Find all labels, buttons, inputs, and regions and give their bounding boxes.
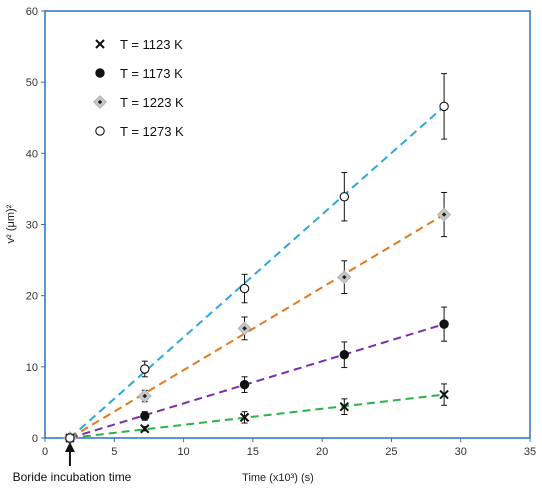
arrow-head [64,442,75,452]
legend-label: T = 1173 K [120,66,183,81]
x-tick-label: 35 [524,446,536,458]
legend-marker [95,39,105,49]
fit-line [69,323,445,439]
legend-marker [93,95,107,109]
data-point [239,379,250,390]
data-point [140,424,150,434]
fit-line [69,213,445,439]
cross-stroke [439,389,449,400]
y-tick-label: 0 [32,433,38,445]
y-tick-label: 10 [26,362,38,374]
x-tick-label: 30 [455,446,467,458]
cross-stroke [339,401,350,412]
data-point [137,389,152,403]
data-point [439,101,449,112]
legend-label: T = 1273 K [120,124,184,139]
data-point [239,283,250,294]
cross-stroke [239,412,250,423]
y-axis-title: v² (μm)² [5,204,17,243]
x-tick-label: 10 [177,446,189,458]
diamond-inner [97,99,103,105]
data-point [140,411,150,421]
x-tick-label: 15 [247,446,259,458]
legend-label: T = 1223 K [120,95,184,110]
data-markers-group [63,101,452,445]
data-point [437,207,452,222]
diamond-inner [242,326,247,331]
data-point [337,270,352,285]
data-point [339,191,350,202]
y-tick-label: 40 [26,148,38,160]
legend: T = 1123 K T = 1173 K T = 1223 K T = 1273 K [93,37,184,139]
legend-marker [95,126,105,136]
axis-ticks-group: 0 5 10 15 20 25 30 35 0 10 20 30 40 50 60 [26,6,536,458]
data-point [339,401,350,412]
legend-label: T = 1123 K [120,37,183,52]
data-point [439,389,449,400]
y-tick-label: 50 [26,77,38,89]
plot-frame [44,10,531,439]
x-tick-label: 20 [316,446,328,458]
incubation-annotation: Boride incubation time [13,470,132,484]
incubation-arrow-icon [64,442,75,466]
data-point [237,321,252,336]
diamond-inner [342,274,347,280]
x-tick-label: 0 [42,446,48,458]
legend-marker [95,68,105,78]
fit-line [69,393,445,439]
x-tick-label: 5 [111,446,117,458]
data-point [439,319,449,329]
y-tick-label: 20 [26,291,38,303]
data-point [140,364,150,374]
fit-line [69,105,445,439]
data-point [65,433,75,443]
y-tick-label: 60 [26,6,38,18]
data-point [239,412,250,423]
fit-lines-group [69,105,445,439]
x-axis-title: Time (x10³) (s) [242,472,314,484]
data-point [339,350,350,360]
y-tick-label: 30 [26,220,38,232]
cross-stroke [95,39,105,49]
x-tick-label: 25 [385,446,397,458]
cross-stroke [140,424,150,434]
